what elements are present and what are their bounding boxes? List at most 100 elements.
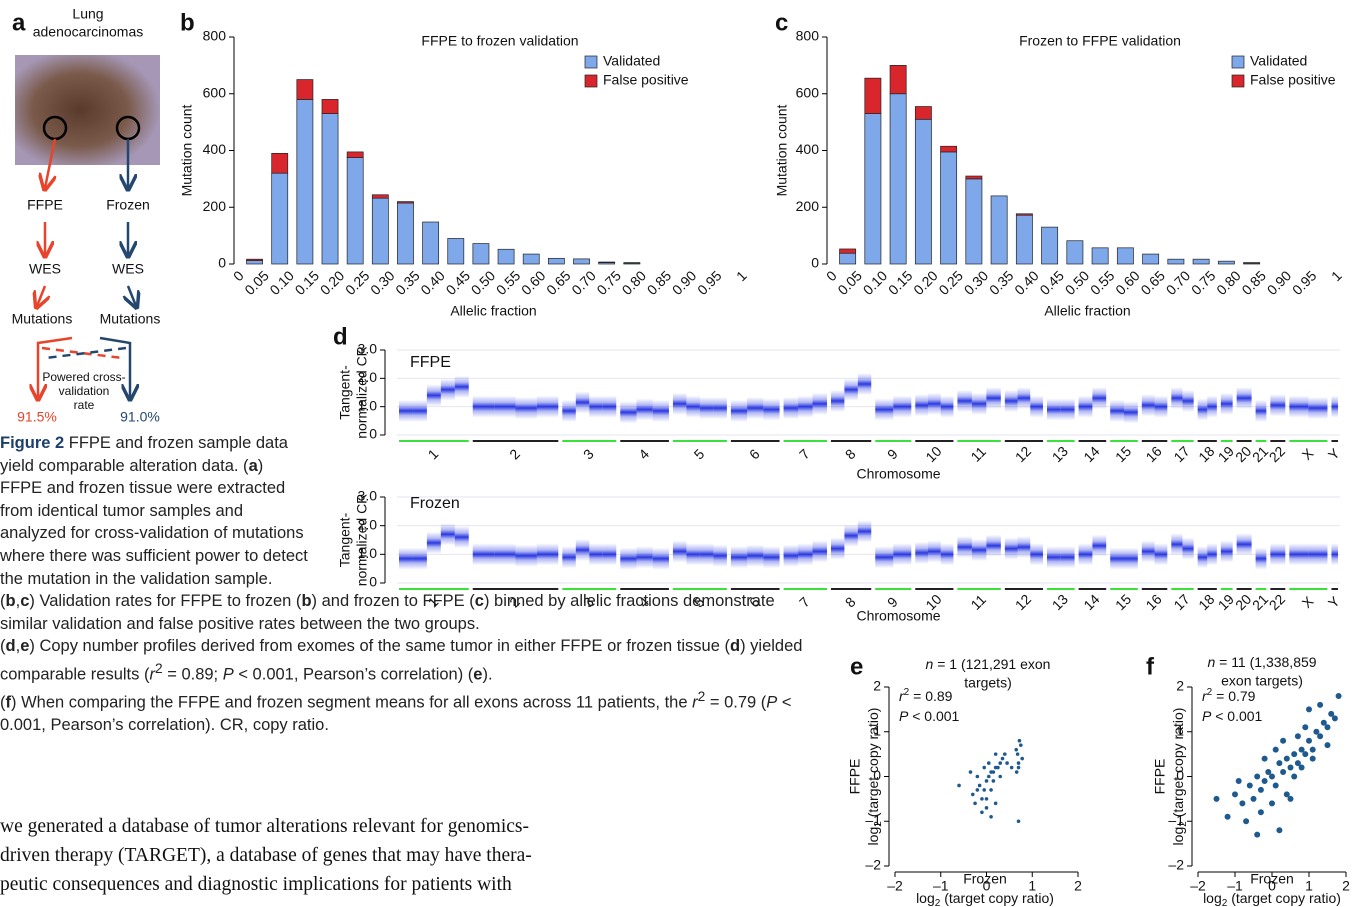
x-tick-label: 15 <box>1112 591 1134 613</box>
point <box>1294 760 1301 767</box>
copy-ratio-segment <box>602 543 617 566</box>
y-tick-label: 200 <box>796 198 820 214</box>
copy-ratio-segment <box>747 544 764 567</box>
step-label: Mutations <box>100 311 161 327</box>
chart-title: n = 1 (121,291 exon <box>926 656 1051 672</box>
body-line: driven therapy (TARGET), a database of g… <box>0 845 532 866</box>
bar <box>1015 213 1033 216</box>
y-tick-label: 200 <box>203 198 227 214</box>
point <box>1309 755 1316 762</box>
copy-ratio-segment <box>472 543 495 566</box>
chart-title: Frozen <box>410 495 460 512</box>
point <box>991 779 996 783</box>
chart-title-part: n <box>1207 654 1215 670</box>
x-axis-label: Frozen <box>963 871 1007 887</box>
caption-text: 2 <box>697 689 706 705</box>
bar <box>1015 214 1033 265</box>
bar <box>397 201 414 204</box>
panel-a-title: Lung <box>72 6 103 22</box>
copy-ratio-segment <box>1017 387 1031 410</box>
bar <box>598 261 616 263</box>
x-tick-label: 12 <box>1012 591 1034 613</box>
y-axis-label: FFPE <box>1152 759 1168 795</box>
x-tick-label: 0.70 <box>568 267 599 298</box>
y-axis-label: log2 (target copy ratio) <box>1170 708 1189 846</box>
x-tick-label: 0.60 <box>1112 267 1143 298</box>
legend-swatch <box>584 55 598 69</box>
copy-ratio-segment <box>857 520 872 543</box>
point <box>1272 782 1279 789</box>
point <box>970 792 975 797</box>
copy-ratio-segment <box>1308 397 1328 420</box>
x-tick-label: 0.10 <box>266 267 297 298</box>
bar <box>371 194 389 199</box>
point <box>1235 777 1242 784</box>
caption-text: ( <box>0 693 6 712</box>
bar <box>1041 226 1059 265</box>
copy-ratio-segment <box>620 401 637 424</box>
y-axis-label-part: log <box>865 827 881 846</box>
bar <box>246 258 263 261</box>
panel-letter: a <box>12 9 26 36</box>
copy-ratio-segment <box>1207 543 1217 566</box>
caption-text: a <box>248 456 258 475</box>
point <box>1019 743 1023 747</box>
caption-text: b <box>5 592 16 611</box>
point <box>1017 738 1022 743</box>
x-tick-label: Y <box>1325 445 1343 463</box>
chart-title: exon targets) <box>1221 673 1303 689</box>
x-tick-label: 0.25 <box>342 267 373 298</box>
copy-ratio-segment <box>893 543 912 566</box>
point <box>1272 746 1279 753</box>
copy-ratio-segment <box>713 544 727 567</box>
x-tick-label: 0.30 <box>367 267 398 298</box>
x-axis-label: Frozen <box>1250 871 1294 887</box>
x-tick-label: 0.70 <box>1163 267 1194 298</box>
point <box>980 797 984 801</box>
point <box>1009 765 1014 770</box>
copy-ratio-segment <box>986 387 1001 410</box>
copy-ratio-segment <box>713 397 727 420</box>
x-tick-label: 1 <box>1328 267 1345 284</box>
copy-ratio-segment <box>472 395 495 418</box>
copy-ratio-segment <box>1078 395 1093 418</box>
copy-ratio-segment <box>830 390 845 412</box>
copy-ratio-segment <box>426 531 441 554</box>
copy-ratio-segment <box>515 397 537 420</box>
center-label: validation <box>59 384 110 398</box>
point <box>1239 800 1246 807</box>
annotation-part: P <box>899 708 909 724</box>
x-axis-label-part: log <box>916 890 935 906</box>
x-tick-label: 14 <box>1080 443 1102 465</box>
point <box>1276 827 1283 834</box>
caption-text: d <box>729 637 741 656</box>
caption-text: , <box>15 637 21 656</box>
x-tick-label: 0.05 <box>834 267 865 298</box>
step-label: FFPE <box>27 197 63 213</box>
copy-ratio-segment <box>1154 395 1168 418</box>
copy-ratio-segment <box>1171 387 1183 410</box>
x-tick-label: 0.55 <box>493 267 524 298</box>
annotation-part: = 0.79 <box>1212 688 1255 704</box>
panel-letter: c <box>775 9 788 36</box>
y-tick-label: 600 <box>796 84 820 100</box>
x-tick-label: 1 <box>733 267 750 284</box>
x-tick-label: 0.45 <box>443 267 474 298</box>
caption-text: c <box>474 592 484 611</box>
y-axis-label: FFPE <box>847 759 863 795</box>
point <box>1291 773 1298 780</box>
copy-ratio-segment <box>1197 546 1208 569</box>
copy-ratio-segment <box>686 395 700 418</box>
x-tick-label: 0.40 <box>1011 267 1042 298</box>
chart-title: n = 11 (1,338,859 <box>1207 654 1316 670</box>
arrow <box>45 138 55 188</box>
bar <box>839 248 857 254</box>
bar <box>1217 260 1235 265</box>
copy-ratio-segment <box>620 547 637 570</box>
caption-text: ) Validation rates for FFPE to frozen ( <box>29 592 302 611</box>
copy-ratio-segment <box>399 547 413 570</box>
x-axis-label: Allelic fraction <box>450 303 536 319</box>
copy-ratio-segment <box>412 399 427 422</box>
copy-ratio-segment <box>875 398 894 421</box>
point <box>1331 715 1338 722</box>
